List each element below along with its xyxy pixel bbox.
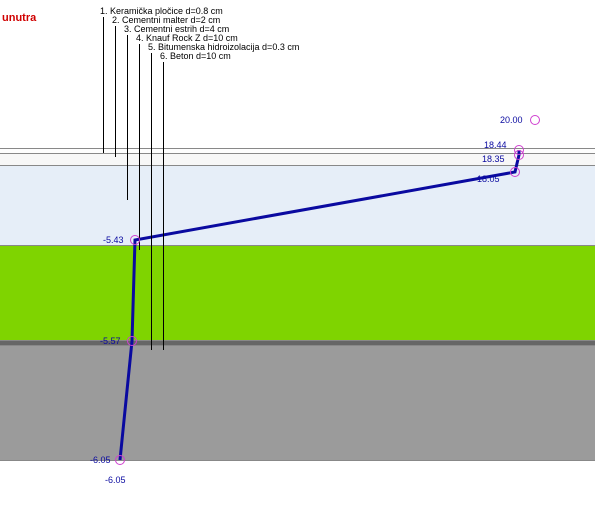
legend-leader-1 [103,17,104,153]
node-label-4: -5.43 [103,235,124,245]
label-unutra: unutra [2,12,36,24]
node-label-1: 18.44 [484,140,507,150]
node-label-5: -5.57 [100,336,121,346]
legend-leader-4 [139,44,140,250]
legend-leader-2 [115,26,116,157]
layer-band-2 [0,165,595,245]
node-marker-2 [514,150,524,160]
diagram-stage: unutra -6.05 1. Keramička pločice d=0.8 … [0,0,595,515]
node-marker-4 [130,235,140,245]
legend-leader-3 [127,35,128,200]
layer-band-3 [0,245,595,340]
legend-leader-5 [151,53,152,350]
layer-band-5 [0,345,595,460]
legend-label-6: 6. Beton d=10 cm [160,51,231,61]
node-marker-3 [510,167,520,177]
legend-leader-6 [163,62,164,350]
node-marker-5 [127,336,137,346]
node-label-6: -6.05 [90,455,111,465]
bottom-value-label: -6.05 [105,475,126,485]
layer-band-1 [0,153,595,165]
layer-band-4 [0,340,595,345]
node-marker-6 [115,455,125,465]
node-label-3: 18.05 [477,174,500,184]
node-marker-0 [530,115,540,125]
node-label-2: 18.35 [482,154,505,164]
node-label-0: 20.00 [500,115,523,125]
